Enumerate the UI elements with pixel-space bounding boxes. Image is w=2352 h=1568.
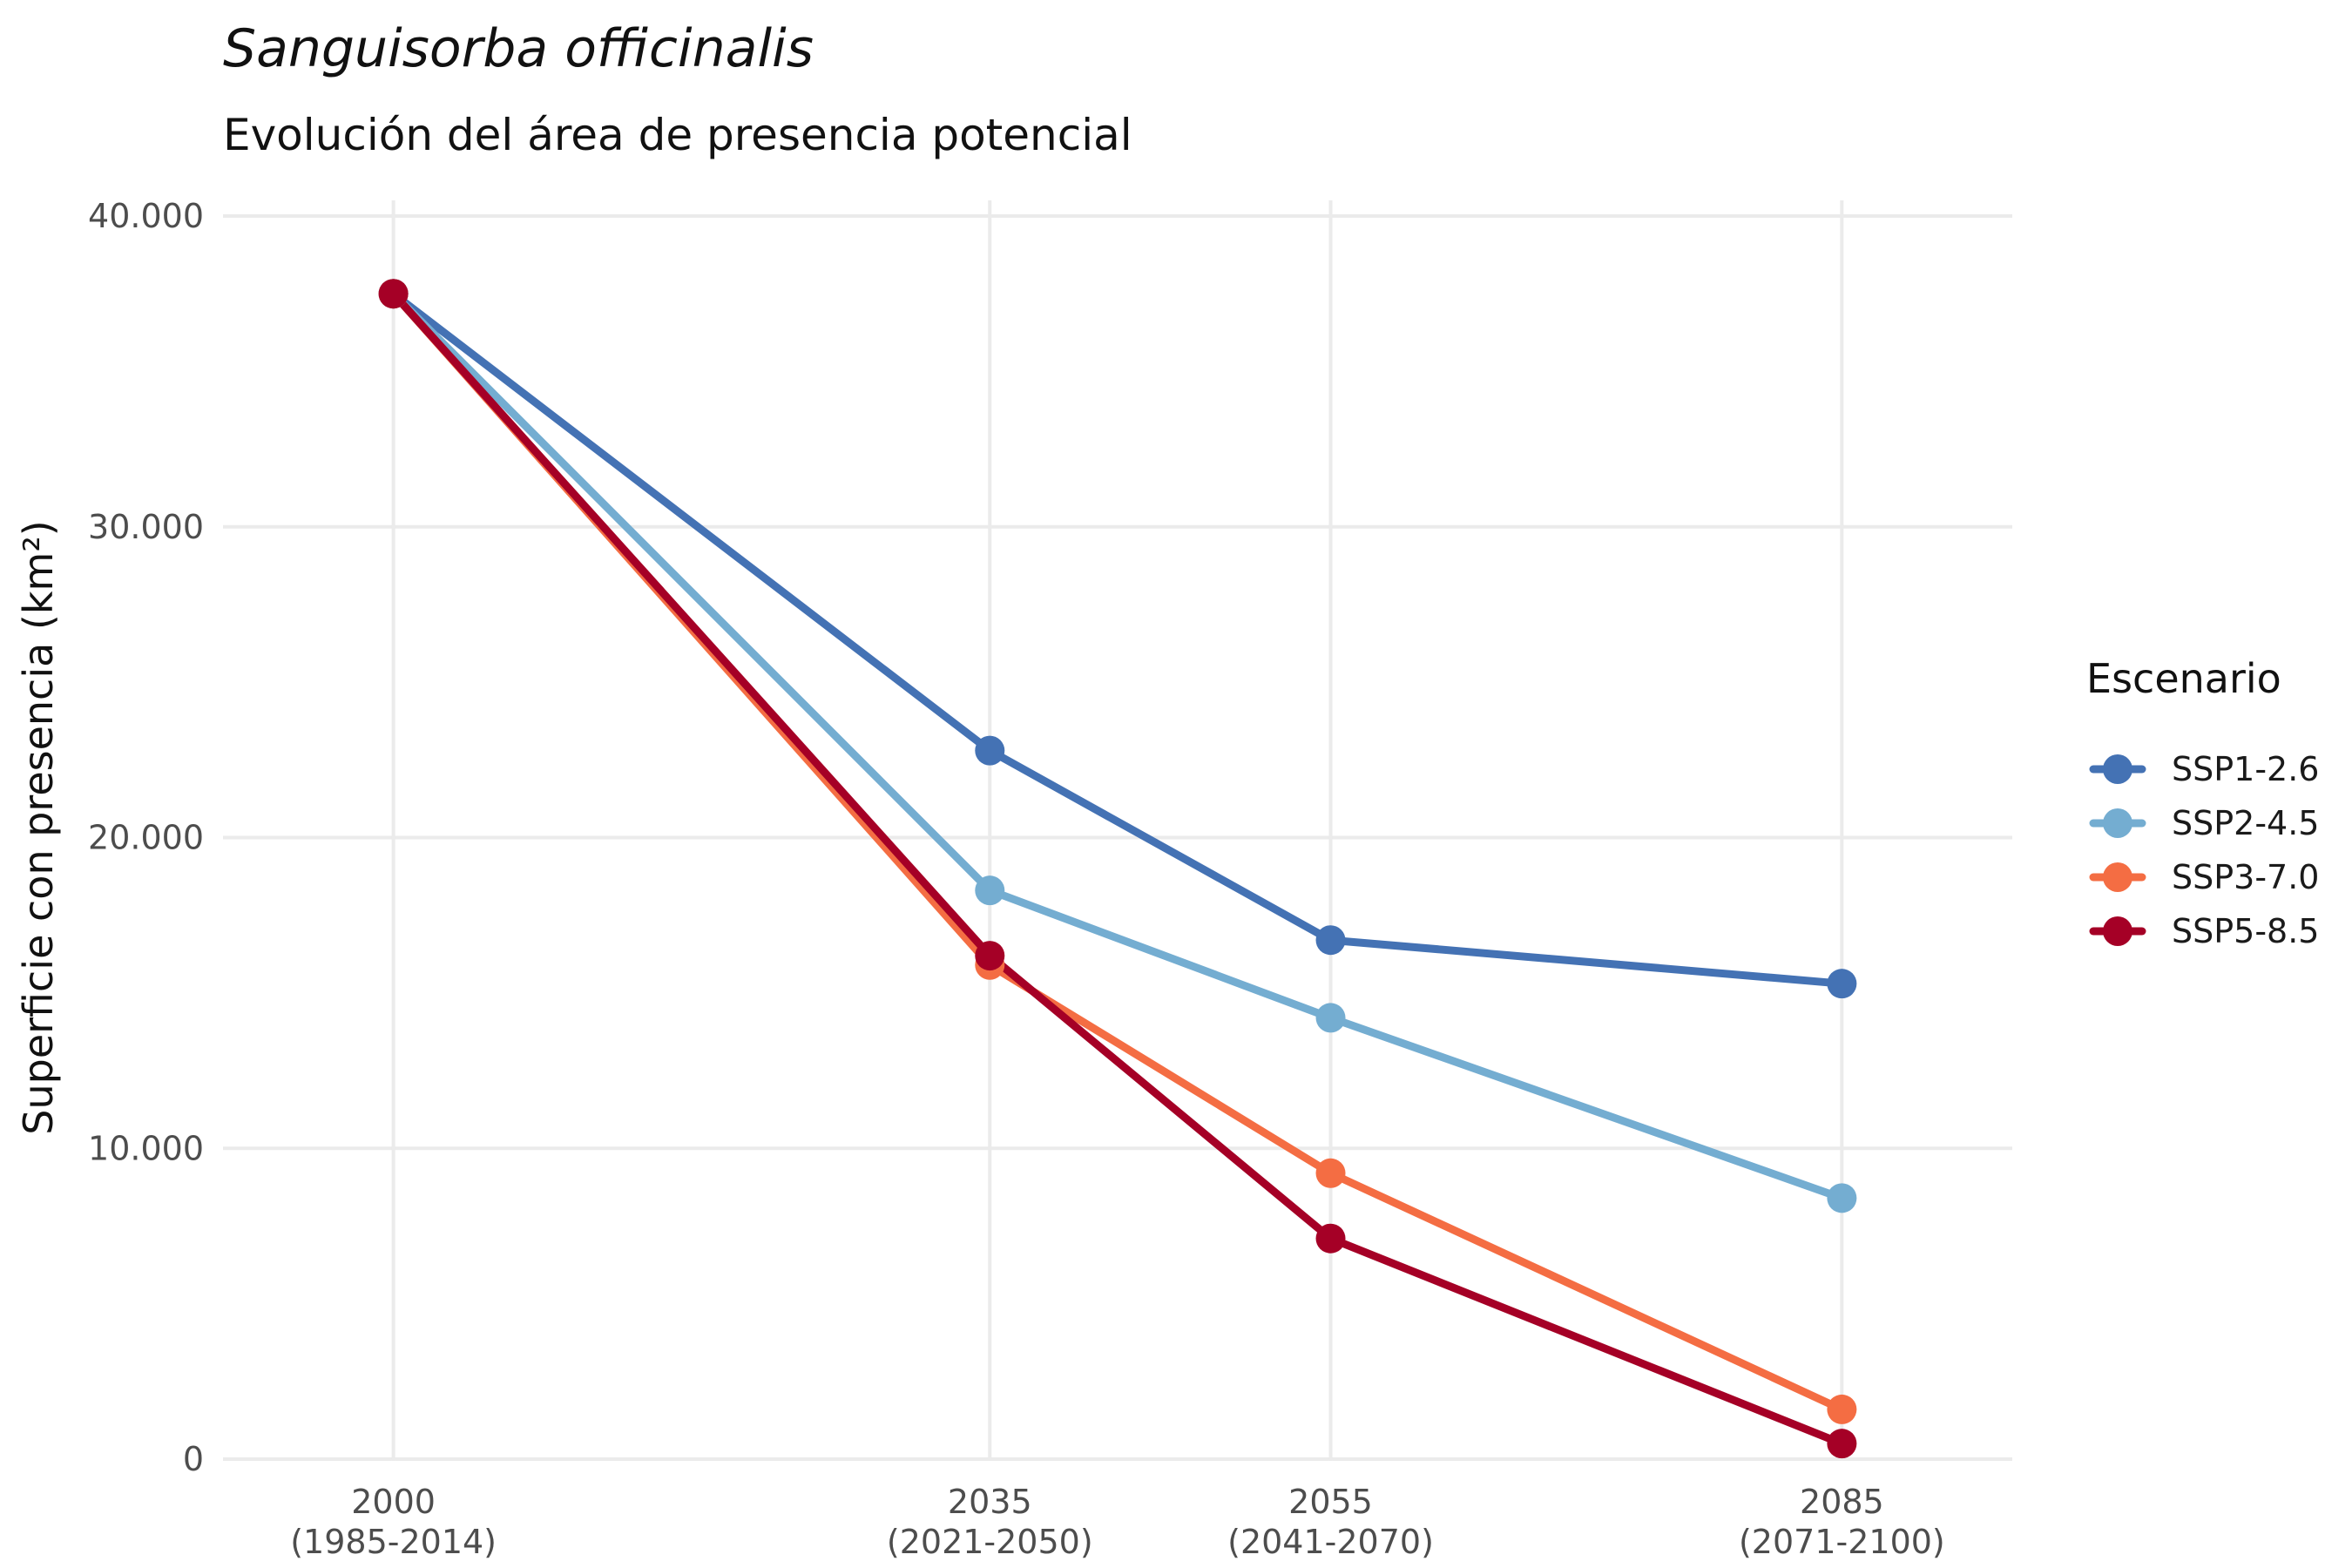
grid <box>223 200 2012 1461</box>
chart-subtitle: Evolución del área de presencia potencia… <box>223 110 1132 160</box>
y-tick-label: 10.000 <box>88 1129 204 1167</box>
x-tick-label: 2055 (2041-2070) <box>1227 1483 1434 1561</box>
legend-label: SSP2-4.5 <box>2172 804 2319 842</box>
data-point-ssp3-7-0 <box>1315 1158 1346 1188</box>
legend-label: SSP1-2.6 <box>2172 750 2319 788</box>
y-tick-label: 20.000 <box>88 819 204 857</box>
data-point-ssp5-8-5 <box>1827 1429 1857 1459</box>
legend-item-ssp2-4-5: SSP2-4.5 <box>2089 804 2319 842</box>
y-tick-label: 30.000 <box>88 508 204 546</box>
data-point-ssp5-8-5 <box>378 279 409 309</box>
legend-item-ssp1-2-6: SSP1-2.6 <box>2089 750 2319 788</box>
series-group <box>378 279 1857 1459</box>
x-tick-label: 2035 (2021-2050) <box>887 1483 1093 1561</box>
axes: 0 10.000 20.000 30.000 40.000 2000 (1985-2014)… <box>88 197 1945 1561</box>
legend: Escenario SSP1-2.6 SSP2-4.5 SSP3-7.0 SSP5-8.… <box>2086 655 2319 950</box>
data-point-ssp3-7-0 <box>1827 1394 1857 1424</box>
data-point-ssp2-4-5 <box>1827 1183 1857 1213</box>
y-tick-label: 40.000 <box>88 197 204 235</box>
legend-item-ssp3-7-0: SSP3-7.0 <box>2089 858 2319 896</box>
legend-item-ssp5-8-5: SSP5-8.5 <box>2089 912 2319 950</box>
y-axis-title: Superficie con presencia (km²) <box>15 520 62 1134</box>
legend-label: SSP5-8.5 <box>2172 912 2319 950</box>
data-point-ssp2-4-5 <box>1315 1003 1346 1033</box>
x-tick-label: 2085 (2071-2100) <box>1739 1483 1945 1561</box>
legend-key-point <box>2103 862 2132 892</box>
legend-label: SSP3-7.0 <box>2172 858 2319 896</box>
y-tick-label: 0 <box>183 1440 204 1478</box>
data-point-ssp2-4-5 <box>975 875 1005 906</box>
legend-key-point <box>2103 916 2132 946</box>
legend-key-point <box>2103 754 2132 784</box>
series-line-ssp2-4-5 <box>389 289 1846 1202</box>
legend-title: Escenario <box>2086 655 2281 702</box>
data-point-ssp5-8-5 <box>1315 1223 1346 1254</box>
x-tick-label: 2000 (1985-2014) <box>290 1483 497 1561</box>
data-point-ssp5-8-5 <box>975 941 1005 971</box>
series-line-ssp5-8-5 <box>389 289 1846 1448</box>
chart-title: Sanguisorba officinalis <box>223 18 814 79</box>
series-line-ssp1-2-6 <box>389 289 1846 988</box>
legend-key-point <box>2103 808 2132 838</box>
data-point-ssp1-2-6 <box>1315 925 1346 956</box>
data-point-ssp1-2-6 <box>1827 969 1857 999</box>
data-point-ssp1-2-6 <box>975 735 1005 766</box>
